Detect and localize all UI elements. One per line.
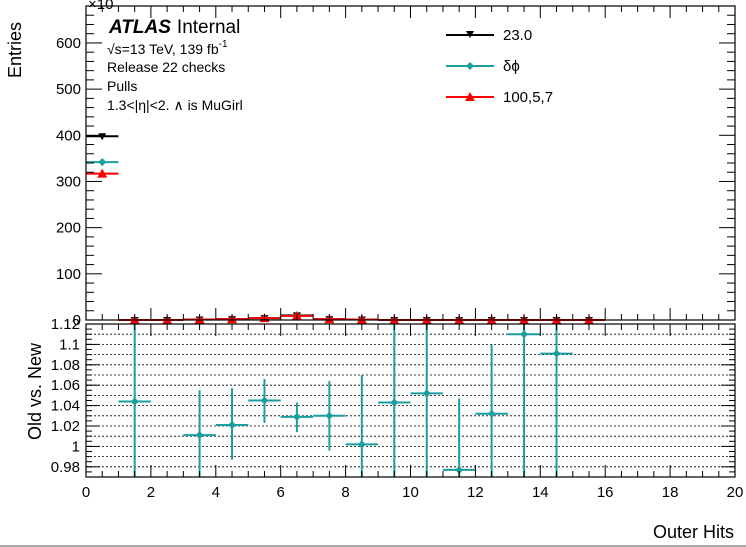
ratio-y-tick-label: 1.1 [59,336,80,353]
x-tick-label: 14 [532,484,549,501]
legend-label-100-5-7: 100,5,7 [503,89,553,106]
main-panel: 0 100 200 300 400 500 600 ×10 Entries ATLAS Int… [5,0,736,329]
ratio-y-tick-label: 1 [72,438,80,455]
ratio-y-tick-label: 1.04 [51,398,80,415]
internal-text: Internal [177,17,240,38]
legend-marker-100-5-7 [465,92,475,101]
ratio-point [325,411,334,420]
x-tick-label: 8 [341,484,349,501]
ratio-y-tick-label: 1.08 [51,357,80,374]
x-tick-label: 16 [597,484,614,501]
ratio-point [520,330,529,339]
ratio-x-ticks: 0 2 4 6 8 10 12 14 16 18 20 [82,324,744,501]
main-y-tick-label: 600 [56,35,81,52]
legend: 23.0 δϕ 100,5,7 [446,27,553,106]
legend-marker-dphi [466,62,474,70]
ratio-point [422,389,431,398]
ratio-point [195,431,204,440]
main-x-ticks [85,6,736,320]
main-y-axis-title: Entries [5,22,25,78]
ratio-point [357,440,366,449]
ratio-point [130,397,139,406]
ratio-marks [118,324,573,477]
x-tick-label: 18 [662,484,679,501]
legend-marker-23-0 [466,31,474,38]
main-y-tick-label: 200 [56,220,81,237]
x-axis-title: Outer Hits [653,522,734,542]
x-tick-label: 10 [402,484,419,501]
ratio-y-tick-label: 0.98 [51,459,80,476]
atlas-label: ATLAS Internal [108,17,240,38]
data-point [98,158,107,167]
energy-label: √s=13 TeV, 139 fb-1 [107,39,228,57]
y-multiplier-label: ×10 [88,0,113,13]
ratio-point [292,412,301,421]
x-tick-label: 4 [212,484,220,501]
ratio-panel: 0.98 1 1.02 1.04 1.06 1.08 1.1 1.12 0 2 4 6 8 10 12 14… [25,316,743,542]
x-tick-label: 6 [277,484,285,501]
x-tick-label: 2 [147,484,155,501]
ratio-y-axis-title: Old vs. New [25,342,45,440]
main-y-tick-label: 100 [56,266,81,283]
data-point [97,168,108,178]
legend-entry-23-0: 23.0 [446,27,532,44]
ratio-point [552,349,561,358]
energy-superscript: -1 [219,39,228,50]
main-y-ticks: 0 100 200 300 400 500 600 [56,5,735,329]
ratio-series-series [118,324,573,477]
annotation-selection: 1.3<|η|<2. ∧ is MuGirl [107,97,243,113]
main-y-tick-label: 400 [56,127,81,144]
annotation-pulls: Pulls [107,78,137,94]
ratio-y-tick-label: 1.12 [51,316,80,333]
ratio-y-ticks: 0.98 1 1.02 1.04 1.06 1.08 1.1 1.12 [51,316,735,476]
energy-text: √s=13 TeV, 139 fb [107,41,219,57]
legend-entry-dphi: δϕ [446,58,520,75]
atlas-text: ATLAS [108,17,171,38]
legend-entry-100-5-7: 100,5,7 [446,89,553,106]
main-y-tick-label: 0 [73,312,81,329]
legend-label-23-0: 23.0 [503,27,532,44]
ratio-y-tick-label: 1.02 [51,418,80,435]
ratio-point [260,396,269,405]
ratio-point [455,465,464,474]
ratio-y-tick-label: 1.06 [51,377,80,394]
legend-label-dphi: δϕ [503,58,520,75]
main-y-tick-label: 300 [56,173,81,190]
ratio-point [487,409,496,418]
x-tick-label: 12 [467,484,484,501]
x-tick-label: 20 [727,484,744,501]
ratio-point [228,420,237,429]
main-y-tick-label: 500 [56,81,81,98]
x-tick-label: 0 [82,484,90,501]
annotation-release: Release 22 checks [107,59,225,75]
ratio-point [390,398,399,407]
